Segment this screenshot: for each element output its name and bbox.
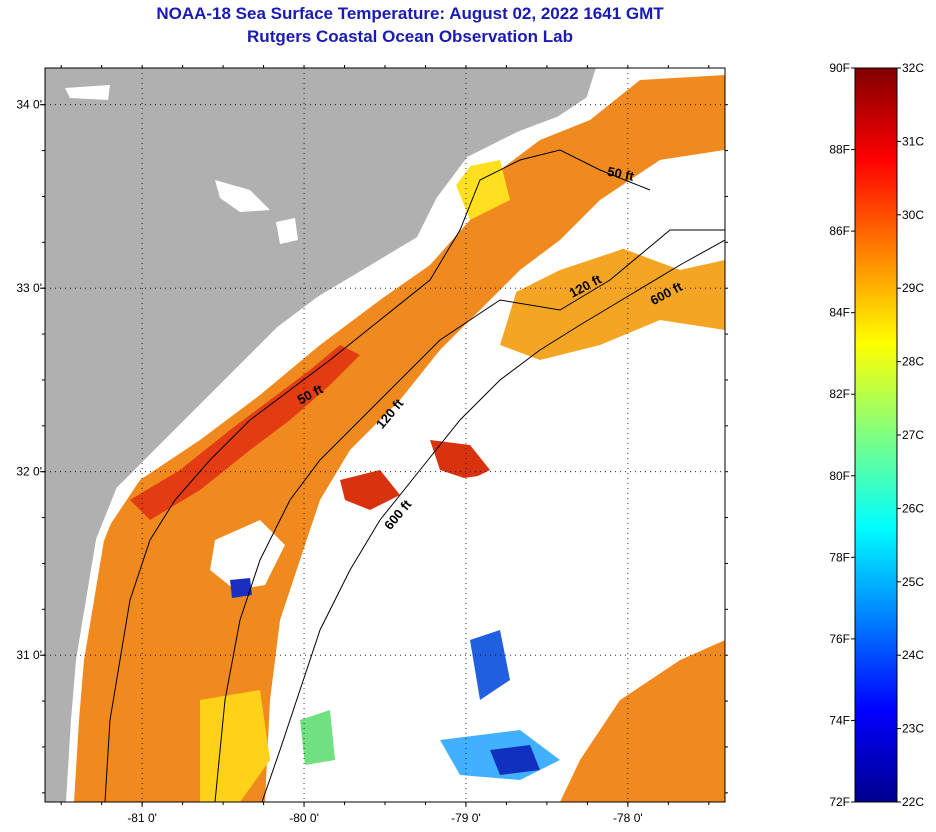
cool-patch-1 xyxy=(470,630,510,700)
colorbar-label-c: 22C xyxy=(902,795,924,809)
contour-600ft xyxy=(261,239,725,802)
sst-yellow-patch-2 xyxy=(450,160,510,220)
sst-hot-patch-1 xyxy=(430,440,490,480)
colorbar-label-f: 80F xyxy=(829,469,850,483)
lon-tick-label: -80 0' xyxy=(289,811,319,825)
contour-label: 50 ft xyxy=(606,164,636,184)
colorbar-label-c: 26C xyxy=(902,501,924,515)
land-mass xyxy=(45,68,600,802)
lon-tick-label: -78 0' xyxy=(613,811,643,825)
colorbar-label-f: 76F xyxy=(829,632,850,646)
lon-tick-label: -79 0' xyxy=(451,811,481,825)
cool-patch-4 xyxy=(230,578,252,598)
lon-tick-label: -81 0' xyxy=(127,811,157,825)
cloud-mask-1 xyxy=(490,150,725,300)
colorbar-label-c: 29C xyxy=(902,281,924,295)
colorbar-label-c: 32C xyxy=(902,61,924,75)
colorbar-scale xyxy=(854,67,898,803)
colorbar-label-c: 28C xyxy=(902,355,924,369)
contour-120ft xyxy=(214,229,725,802)
colorbar-label-c: 30C xyxy=(902,208,924,222)
colorbar-label-c: 25C xyxy=(902,575,924,589)
colorbar-label-c: 27C xyxy=(902,428,924,442)
colorbar-label-c: 31C xyxy=(902,134,924,148)
sst-warm-field xyxy=(45,75,725,802)
colorbar-label-f: 84F xyxy=(829,306,850,320)
colorbar-label-f: 72F xyxy=(829,795,850,809)
sst-hot-band xyxy=(130,345,360,520)
map-area xyxy=(45,68,725,802)
colorbar-label-f: 74F xyxy=(829,713,850,727)
graticule xyxy=(45,68,725,802)
colorbar-labels: 90F 88F 86F 84F 82F 80F 78F 76F 74F 72F 32C 31C 30C 2… xyxy=(829,61,924,809)
cool-patch-3 xyxy=(490,745,540,775)
lat-tick-label: 32 0' xyxy=(16,465,42,479)
axis-ticks: -81 0' -80 0' -79 0' -78 0' 34 0' 33 0' 32 0' 3… xyxy=(16,65,728,825)
lat-tick-label: 34 0' xyxy=(16,98,42,112)
inland-water-3 xyxy=(276,218,298,244)
map-subtitle: Rutgers Coastal Ocean Observation Lab xyxy=(247,27,573,46)
sst-southeast-warm xyxy=(560,640,725,802)
colorbar-label-f: 82F xyxy=(829,387,850,401)
colorbar-label-c: 23C xyxy=(902,722,924,736)
colorbar: 90F 88F 86F 84F 82F 80F 78F 76F 74F 72F 32C 31C 30C 2… xyxy=(829,61,924,809)
colorbar-label-c: 24C xyxy=(902,648,924,662)
sst-hot-patch-2 xyxy=(340,470,400,510)
cloud-mask-3 xyxy=(210,520,285,590)
cool-patch-5 xyxy=(300,710,335,765)
cloud-mask-4 xyxy=(400,650,450,695)
colorbar-label-f: 86F xyxy=(829,224,850,238)
colorbar-label-f: 88F xyxy=(829,143,850,157)
inland-water-2 xyxy=(215,180,270,212)
map-title: NOAA-18 Sea Surface Temperature: August … xyxy=(156,4,664,23)
lat-tick-label: 33 0' xyxy=(16,281,42,295)
lat-tick-label: 31 0' xyxy=(16,648,42,662)
colorbar-label-f: 78F xyxy=(829,550,850,564)
land-white-rim xyxy=(66,68,604,802)
contour-50ft xyxy=(104,149,651,802)
inland-water-1 xyxy=(65,85,110,100)
colorbar-label-f: 90F xyxy=(829,61,850,75)
